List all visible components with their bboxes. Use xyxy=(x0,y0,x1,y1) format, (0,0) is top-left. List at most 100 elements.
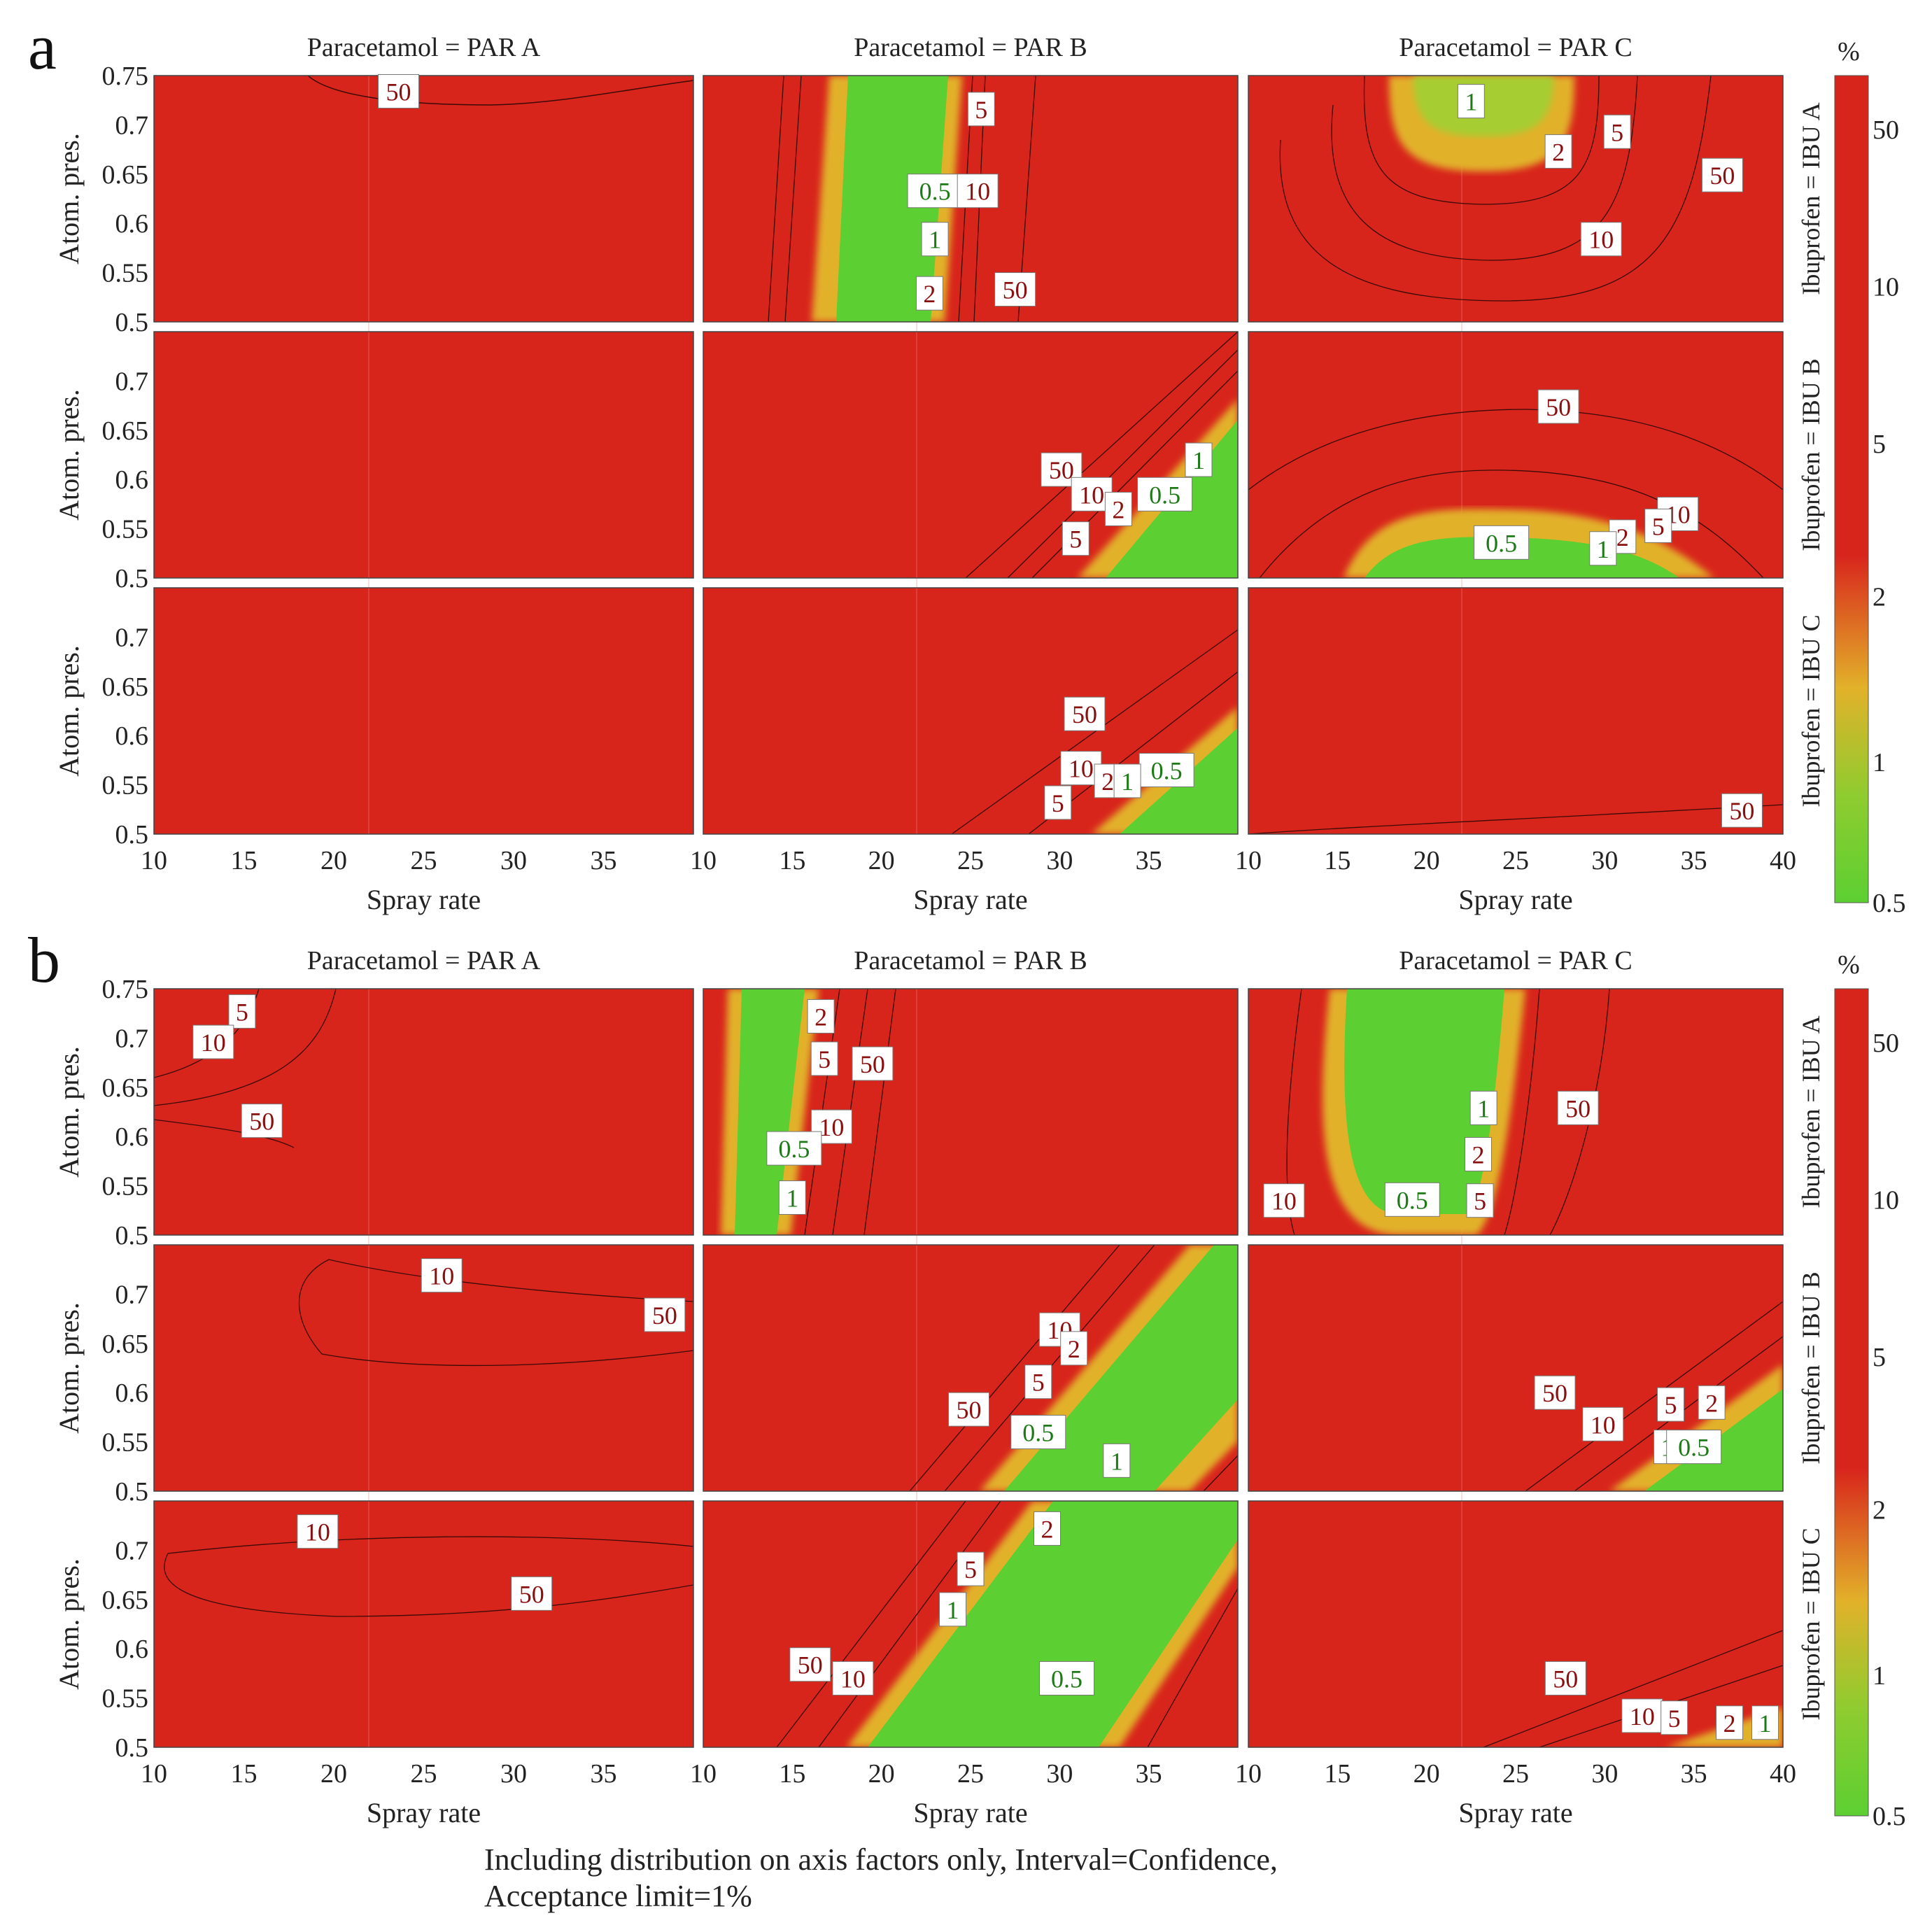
contour-label: 50 xyxy=(1542,1379,1567,1407)
x-axis-label: Spray rate xyxy=(367,1797,481,1828)
row-title: Ibuprofen = IBU C xyxy=(1797,614,1825,807)
colorbar-unit: % xyxy=(1838,950,1860,980)
contour-label: 50 xyxy=(652,1302,677,1330)
x-tick-label: 25 xyxy=(1502,1759,1529,1789)
y-tick-label: 0.65 xyxy=(102,672,149,702)
contour-label: 1 xyxy=(1110,1447,1123,1475)
contour-label-box xyxy=(1666,1430,1722,1465)
colorbar-tick: 2 xyxy=(1873,1496,1886,1525)
contour-label: 10 xyxy=(1591,1411,1616,1439)
contour-label: 5 xyxy=(1474,1187,1486,1215)
contour-label-box xyxy=(967,92,995,127)
contour-label-box xyxy=(1701,157,1743,192)
contour-label: 2 xyxy=(1705,1389,1718,1417)
column-title: Paracetamol = PAR B xyxy=(854,33,1087,62)
y-tick-label: 0.7 xyxy=(115,111,149,140)
x-tick-label: 30 xyxy=(1046,846,1073,875)
y-tick-label: 0.65 xyxy=(102,1330,149,1359)
x-tick-label: 20 xyxy=(1413,1759,1440,1789)
contour-label: 0.5 xyxy=(1149,481,1180,509)
column-title: Paracetamol = PAR C xyxy=(1399,33,1633,62)
x-tick-label: 20 xyxy=(320,1759,347,1789)
contour-label: 1 xyxy=(1597,535,1609,563)
contour-label-box xyxy=(1721,793,1763,828)
contour-label: 50 xyxy=(1729,797,1754,825)
contour-label-box xyxy=(1044,785,1072,820)
colorbar-tick: 1 xyxy=(1873,1661,1886,1691)
contour-label: 2 xyxy=(1041,1515,1054,1543)
contour-label: 10 xyxy=(1630,1702,1655,1730)
contour-label: 0.5 xyxy=(1151,756,1183,784)
row-title: Ibuprofen = IBU B xyxy=(1797,1271,1825,1464)
contour-label: 50 xyxy=(386,78,411,106)
contour-label: 5 xyxy=(975,96,987,124)
contour-label: 1 xyxy=(1121,768,1134,796)
colorbar-tick: 5 xyxy=(1873,1343,1886,1372)
contour-label-box xyxy=(957,1551,985,1586)
y-tick-label: 0.6 xyxy=(115,721,149,751)
contour-label-box xyxy=(1544,134,1572,169)
contour-label-box xyxy=(1038,1312,1080,1347)
contour-label-box xyxy=(1060,1331,1088,1366)
panel-a-ibu-c-par-a xyxy=(154,588,693,834)
y-tick-label: 0.6 xyxy=(115,1122,149,1152)
contour-label-box xyxy=(241,1104,283,1138)
contour-label: 2 xyxy=(1112,495,1124,523)
x-tick-label: 30 xyxy=(500,846,527,875)
contour-label-box xyxy=(421,1258,463,1293)
contour-label-box xyxy=(1034,1511,1062,1546)
contour-label: 10 xyxy=(1271,1187,1297,1215)
x-tick-label: 25 xyxy=(1502,846,1529,875)
x-axis-label: Spray rate xyxy=(1458,1797,1572,1828)
y-axis-label: Atom. pres. xyxy=(53,133,85,265)
contour-label: 0.5 xyxy=(1051,1665,1083,1693)
contour-label: 0.5 xyxy=(1397,1186,1428,1214)
contour-label: 1 xyxy=(1759,1709,1772,1737)
y-tick-label: 0.5 xyxy=(115,820,149,849)
contour-label-box xyxy=(807,999,835,1034)
contour-label: 2 xyxy=(1616,523,1629,551)
contour-label-box xyxy=(1103,1443,1131,1478)
contour-label-box xyxy=(1644,508,1672,543)
y-tick-label: 0.5 xyxy=(115,1221,149,1250)
contour-label: 5 xyxy=(1652,512,1665,540)
column-title: Paracetamol = PAR B xyxy=(854,946,1087,975)
y-tick-label: 0.6 xyxy=(115,1635,149,1664)
contour-label: 0.5 xyxy=(1022,1419,1054,1447)
x-tick-label: 10 xyxy=(690,1759,717,1789)
footer-line-1: Including distribution on axis factors o… xyxy=(484,1842,1278,1877)
y-axis-label: Atom. pres. xyxy=(53,1046,85,1178)
y-tick-label: 0.55 xyxy=(102,1172,149,1201)
row-title: Ibuprofen = IBU C xyxy=(1797,1528,1825,1720)
contour-label-box xyxy=(1010,1415,1066,1450)
chart-text-layer: a Paracetamol = PAR A Paracetamol = PAR B P… xyxy=(28,11,1906,1831)
row-title: Ibuprofen = IBU B xyxy=(1797,358,1825,551)
x-tick-label: 15 xyxy=(231,1759,258,1789)
x-tick-label: 15 xyxy=(779,1759,805,1789)
contour-label: 50 xyxy=(1709,162,1735,190)
x-axis-label: Spray rate xyxy=(367,884,481,915)
contour-label: 5 xyxy=(236,998,248,1026)
colorbar-tick: 10 xyxy=(1873,272,1899,302)
contour-label-box xyxy=(1039,1660,1095,1695)
contour-label: 1 xyxy=(947,1596,959,1624)
colorbar-unit: % xyxy=(1838,37,1860,66)
contour-label: 5 xyxy=(1032,1369,1045,1397)
x-tick-label: 25 xyxy=(411,1759,437,1789)
contour-label-box xyxy=(1064,696,1106,731)
colorbar-tick: 50 xyxy=(1873,115,1899,145)
x-tick-label: 15 xyxy=(1324,846,1351,875)
x-axis-label: Spray rate xyxy=(1458,884,1572,915)
y-tick-label: 0.7 xyxy=(115,367,149,396)
contour-label: 1 xyxy=(1465,88,1477,116)
column-title: Paracetamol = PAR C xyxy=(1399,946,1633,975)
contour-label-box xyxy=(1384,1182,1440,1217)
y-tick-label: 0.55 xyxy=(102,259,149,288)
contour-label-box xyxy=(192,1024,234,1059)
contour-label-box xyxy=(810,1041,838,1076)
figure-label: b xyxy=(28,924,60,996)
contour-label: 5 xyxy=(1668,1705,1681,1733)
contour-label: 10 xyxy=(305,1518,330,1546)
colorbar-tick: 10 xyxy=(1873,1185,1899,1215)
